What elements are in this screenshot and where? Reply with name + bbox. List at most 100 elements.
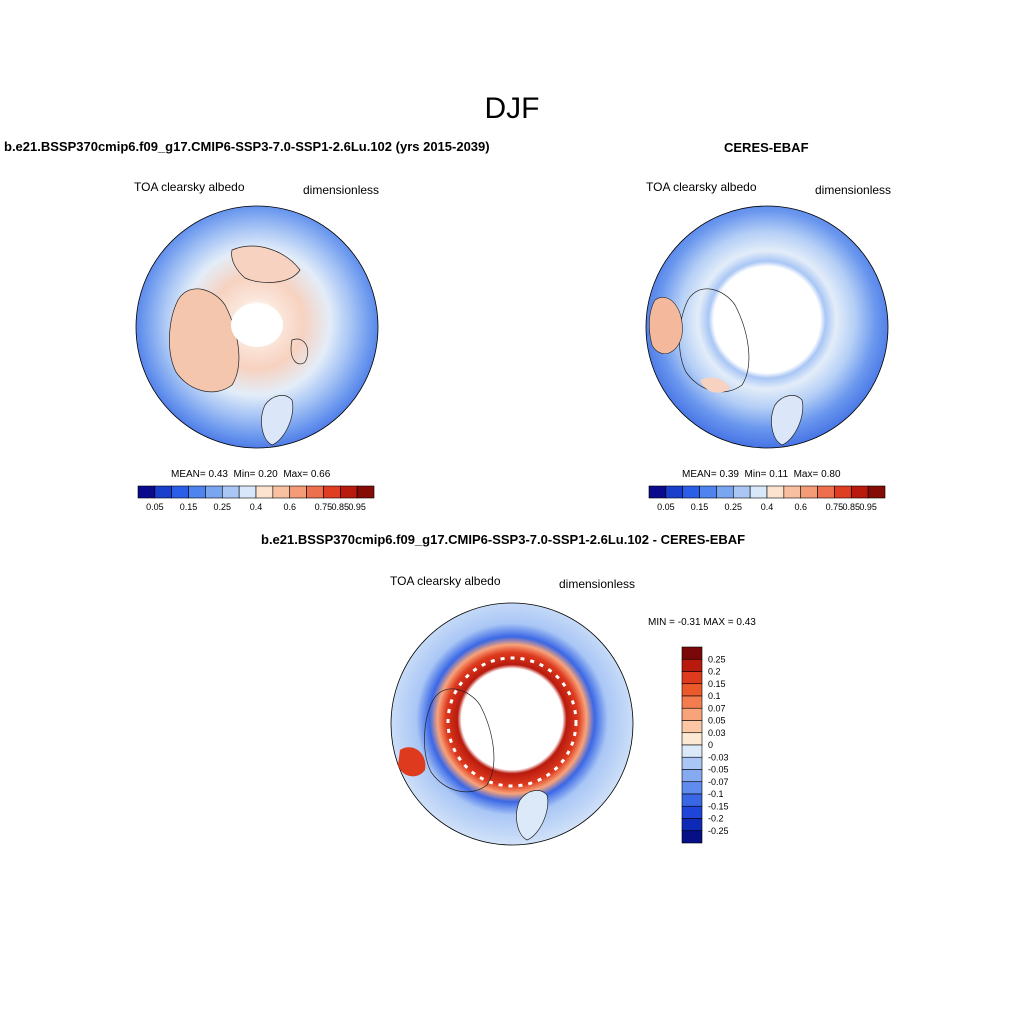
colorbar-swatch [681,818,703,832]
colorbar-swatch [272,485,291,499]
map-model-land-asia [231,245,301,283]
colorbar-swatch [681,683,703,697]
panel-1-units: dimensionless [303,183,380,197]
colorbar-swatch [356,485,375,499]
panel-1-title: b.e21.BSSP370cmip6.f09_g17.CMIP6-SSP3-7.… [4,139,490,154]
colorbar-tick-label: -0.15 [708,801,729,811]
panel-2-min-value: 0.11 [769,469,789,480]
panel-3-max-value: 0.43 [736,617,756,628]
map-obs-land-atlantic [700,377,730,393]
colorbar-swatch [681,671,703,685]
colorbar-tick-label: 0.75 [315,502,333,512]
panel-3-units: dimensionless [559,577,636,591]
colorbar-swatch [306,485,324,499]
colorbar-tick-label: 0.05 [146,502,164,512]
colorbar-tick-label: 0.25 [725,502,743,512]
map-model [135,205,379,449]
colorbar-swatch [716,485,734,499]
colorbar-diff: 0.25 0.2 0.15 0.1 0.07 0.05 0.03 0 -0.03 -0.05 -0.… [681,646,729,844]
colorbar-swatch [681,646,703,660]
colorbar-tick-label: -0.03 [708,752,729,762]
colorbar-swatch [766,485,785,499]
colorbar-tick-label: 0.95 [859,502,877,512]
colorbar-tick-label: -0.07 [708,777,729,787]
panel-2-title: CERES-EBAF [724,140,809,155]
panel-2-min-label: Min= [744,469,767,480]
panel-1-min-value: 0.20 [258,469,278,480]
panel-1-stats: MEAN= 0.43 Min= 0.20 Max= 0.66 [171,469,330,480]
colorbar-swatch [255,485,274,499]
colorbar-tick-label: 0.25 [214,502,232,512]
colorbar-swatch [681,744,703,758]
colorbar-tick-label: 0.95 [348,502,366,512]
panel-3-max-label: MAX = [703,617,734,628]
panel-3-min-label: MIN = [648,617,675,628]
colorbar-swatch [681,769,703,783]
colorbar-tick-label: 0.75 [826,502,844,512]
colorbar-tick-label: -0.1 [708,789,724,799]
colorbar-swatch [749,485,768,499]
panel-1-max-value: 0.66 [310,469,331,480]
map-obs-land-america [649,297,683,354]
colorbar-tick-label: 0.2 [708,667,721,677]
colorbar-tick-label: 0.05 [708,716,726,726]
colorbar-swatch [681,707,703,721]
colorbar-tick-label: -0.25 [708,826,729,836]
colorbar-tick-label: 0.05 [657,502,675,512]
colorbar-tick-label: 0.85 [843,502,861,512]
map-model-land-europe [261,395,294,446]
colorbar-swatch [137,485,156,499]
colorbar-swatch [682,485,700,499]
panel-1-variable: TOA clearsky albedo [134,180,245,194]
colorbar-tick-label: 0.1 [708,691,721,701]
colorbar-swatch [171,485,189,499]
colorbar-swatch [800,485,818,499]
figure-title: DJF [484,92,540,125]
colorbar-swatch [699,485,717,499]
panel-2-mean-value: 0.39 [719,469,739,480]
colorbar-swatch [834,485,852,499]
panel-2-mean-label: MEAN= [682,469,717,480]
panel-2-max-value: 0.80 [821,469,841,480]
map-obs-land-europe [771,395,804,446]
colorbar-swatch [681,830,703,844]
map-model-land-greenland [169,288,240,393]
colorbar-swatch [783,485,802,499]
colorbar-swatch [154,485,173,499]
colorbar-swatch [665,485,684,499]
panel-3-stats: MIN = -0.31 MAX = 0.43 [648,617,756,628]
map-diff [390,602,634,846]
colorbar-tick-label: 0.07 [708,703,726,713]
colorbar-swatch [238,485,257,499]
panel-2-units: dimensionless [815,183,892,197]
panel-2-stats: MEAN= 0.39 Min= 0.11 Max= 0.80 [682,469,841,480]
colorbar-swatch [681,720,703,734]
map-model-pole [231,303,283,347]
colorbar-swatch [732,485,751,499]
colorbar-tick-label: 0.6 [794,502,807,512]
colorbar-tick-label: -0.2 [708,814,724,824]
colorbar-swatch [850,485,869,499]
colorbar-swatch [221,485,240,499]
colorbar-swatch [867,485,886,499]
colorbar-tick-label: 0.4 [761,502,774,512]
colorbar-tick-label: 0.15 [180,502,198,512]
colorbar-swatch [648,485,667,499]
colorbar-tick-label: -0.05 [708,765,729,775]
colorbar-tick-label: 0 [708,740,713,750]
map-diff-land-europe [516,790,549,841]
panel-1-min-label: Min= [233,469,256,480]
panel-1-mean-label: MEAN= [171,469,206,480]
colorbar-model: 0.05 0.15 0.25 0.4 0.6 0.75 0.85 0.95 [137,485,375,512]
colorbar-swatch [681,658,703,672]
colorbar-obs: 0.05 0.15 0.25 0.4 0.6 0.75 0.85 0.95 [648,485,886,512]
colorbar-swatch [681,793,703,807]
colorbar-swatch [323,485,341,499]
colorbar-swatch [289,485,307,499]
colorbar-swatch [681,781,703,795]
colorbar-swatch [205,485,223,499]
colorbar-swatch [817,485,835,499]
colorbar-tick-label: 0.03 [708,728,726,738]
